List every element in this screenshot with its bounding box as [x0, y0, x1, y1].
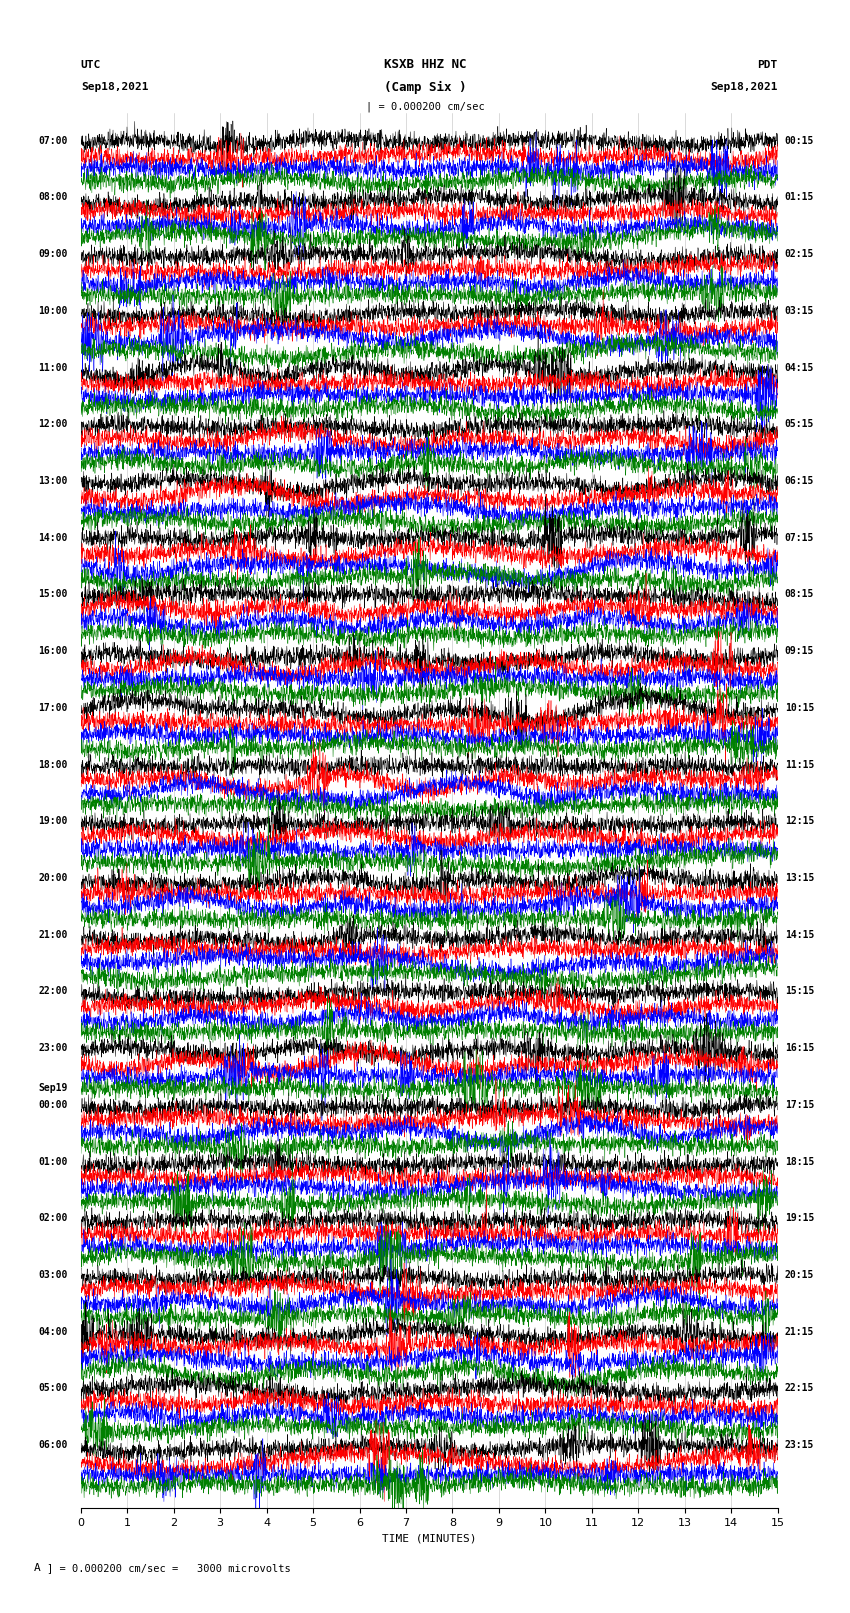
Text: 20:00: 20:00 — [38, 873, 68, 882]
Text: 23:15: 23:15 — [785, 1440, 814, 1450]
Text: 10:15: 10:15 — [785, 703, 814, 713]
Text: 17:15: 17:15 — [785, 1100, 814, 1110]
Text: 11:00: 11:00 — [38, 363, 68, 373]
Text: A: A — [34, 1563, 41, 1573]
Text: PDT: PDT — [757, 60, 778, 69]
Text: 18:15: 18:15 — [785, 1157, 814, 1166]
Text: 02:00: 02:00 — [38, 1213, 68, 1223]
Text: 08:15: 08:15 — [785, 589, 814, 600]
Text: 02:15: 02:15 — [785, 248, 814, 260]
Text: 13:00: 13:00 — [38, 476, 68, 486]
Text: 10:00: 10:00 — [38, 306, 68, 316]
Text: 16:00: 16:00 — [38, 647, 68, 656]
Text: Sep18,2021: Sep18,2021 — [81, 82, 148, 92]
Text: 01:15: 01:15 — [785, 192, 814, 202]
Text: ] = 0.000200 cm/sec =   3000 microvolts: ] = 0.000200 cm/sec = 3000 microvolts — [47, 1563, 291, 1573]
Text: 09:15: 09:15 — [785, 647, 814, 656]
Text: 00:00: 00:00 — [38, 1100, 68, 1110]
Text: 07:15: 07:15 — [785, 532, 814, 542]
Text: 21:00: 21:00 — [38, 929, 68, 940]
Text: 06:15: 06:15 — [785, 476, 814, 486]
Text: 08:00: 08:00 — [38, 192, 68, 202]
Text: 12:00: 12:00 — [38, 419, 68, 429]
Text: 19:00: 19:00 — [38, 816, 68, 826]
Text: 15:00: 15:00 — [38, 589, 68, 600]
Text: 20:15: 20:15 — [785, 1269, 814, 1281]
Text: 04:00: 04:00 — [38, 1327, 68, 1337]
Text: 01:00: 01:00 — [38, 1157, 68, 1166]
Text: 22:00: 22:00 — [38, 987, 68, 997]
Text: 19:15: 19:15 — [785, 1213, 814, 1223]
Text: 22:15: 22:15 — [785, 1384, 814, 1394]
Text: 11:15: 11:15 — [785, 760, 814, 769]
Text: 05:00: 05:00 — [38, 1384, 68, 1394]
X-axis label: TIME (MINUTES): TIME (MINUTES) — [382, 1534, 477, 1544]
Text: 23:00: 23:00 — [38, 1044, 68, 1053]
Text: 03:15: 03:15 — [785, 306, 814, 316]
Text: 14:00: 14:00 — [38, 532, 68, 542]
Text: 05:15: 05:15 — [785, 419, 814, 429]
Text: UTC: UTC — [81, 60, 101, 69]
Text: 07:00: 07:00 — [38, 135, 68, 145]
Text: 14:15: 14:15 — [785, 929, 814, 940]
Text: | = 0.000200 cm/sec: | = 0.000200 cm/sec — [366, 102, 484, 111]
Text: 15:15: 15:15 — [785, 987, 814, 997]
Text: 04:15: 04:15 — [785, 363, 814, 373]
Text: 12:15: 12:15 — [785, 816, 814, 826]
Text: 06:00: 06:00 — [38, 1440, 68, 1450]
Text: 00:15: 00:15 — [785, 135, 814, 145]
Text: 16:15: 16:15 — [785, 1044, 814, 1053]
Text: Sep19: Sep19 — [38, 1082, 68, 1094]
Text: 09:00: 09:00 — [38, 248, 68, 260]
Text: 17:00: 17:00 — [38, 703, 68, 713]
Text: 18:00: 18:00 — [38, 760, 68, 769]
Text: KSXB HHZ NC: KSXB HHZ NC — [383, 58, 467, 71]
Text: 21:15: 21:15 — [785, 1327, 814, 1337]
Text: (Camp Six ): (Camp Six ) — [383, 81, 467, 94]
Text: 13:15: 13:15 — [785, 873, 814, 882]
Text: 03:00: 03:00 — [38, 1269, 68, 1281]
Text: Sep18,2021: Sep18,2021 — [711, 82, 778, 92]
